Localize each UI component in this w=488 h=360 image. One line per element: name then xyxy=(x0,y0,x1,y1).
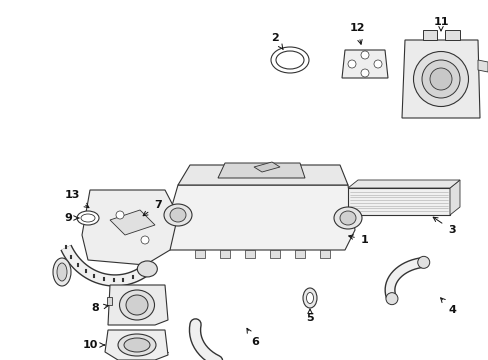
Polygon shape xyxy=(178,165,347,185)
Ellipse shape xyxy=(360,51,368,59)
Ellipse shape xyxy=(303,288,316,308)
Polygon shape xyxy=(164,185,354,250)
Text: 4: 4 xyxy=(440,298,455,315)
Ellipse shape xyxy=(373,60,381,68)
Ellipse shape xyxy=(119,290,154,320)
Text: 13: 13 xyxy=(64,190,89,208)
Polygon shape xyxy=(449,180,459,215)
Ellipse shape xyxy=(118,334,156,356)
Polygon shape xyxy=(422,30,436,40)
Text: 2: 2 xyxy=(270,33,283,49)
Polygon shape xyxy=(347,180,459,188)
Ellipse shape xyxy=(339,211,355,225)
Polygon shape xyxy=(110,210,155,235)
Polygon shape xyxy=(108,285,168,325)
Ellipse shape xyxy=(429,68,451,90)
Polygon shape xyxy=(105,330,168,360)
Ellipse shape xyxy=(53,258,71,286)
Ellipse shape xyxy=(163,204,192,226)
Ellipse shape xyxy=(417,256,429,268)
Polygon shape xyxy=(244,250,254,258)
Ellipse shape xyxy=(57,263,67,281)
Polygon shape xyxy=(477,60,487,72)
Ellipse shape xyxy=(170,208,185,222)
Ellipse shape xyxy=(124,338,150,352)
Ellipse shape xyxy=(77,211,99,225)
Ellipse shape xyxy=(360,69,368,77)
Polygon shape xyxy=(218,163,305,178)
Ellipse shape xyxy=(306,292,313,303)
Polygon shape xyxy=(82,190,178,265)
Ellipse shape xyxy=(421,60,459,98)
Polygon shape xyxy=(444,30,459,40)
Ellipse shape xyxy=(137,261,157,277)
Text: 3: 3 xyxy=(432,217,455,235)
Polygon shape xyxy=(341,50,387,78)
Text: 8: 8 xyxy=(91,303,108,313)
Ellipse shape xyxy=(385,293,397,305)
Ellipse shape xyxy=(275,51,304,69)
Text: 7: 7 xyxy=(143,200,162,216)
Polygon shape xyxy=(220,250,229,258)
Ellipse shape xyxy=(116,211,124,219)
Polygon shape xyxy=(319,250,329,258)
Ellipse shape xyxy=(413,51,468,107)
Text: 10: 10 xyxy=(82,340,104,350)
Polygon shape xyxy=(195,250,204,258)
Text: 5: 5 xyxy=(305,309,313,323)
Text: 9: 9 xyxy=(64,213,79,223)
Polygon shape xyxy=(269,250,280,258)
Polygon shape xyxy=(253,162,280,172)
Ellipse shape xyxy=(126,295,148,315)
Ellipse shape xyxy=(333,207,361,229)
Polygon shape xyxy=(107,297,112,305)
Text: 12: 12 xyxy=(348,23,364,44)
Text: 6: 6 xyxy=(246,328,259,347)
Ellipse shape xyxy=(81,214,95,222)
Polygon shape xyxy=(294,250,305,258)
Ellipse shape xyxy=(270,47,308,73)
Text: 11: 11 xyxy=(432,17,448,31)
Text: 1: 1 xyxy=(348,235,368,245)
Polygon shape xyxy=(401,40,479,118)
Ellipse shape xyxy=(141,236,149,244)
Ellipse shape xyxy=(347,60,355,68)
Polygon shape xyxy=(347,188,449,215)
